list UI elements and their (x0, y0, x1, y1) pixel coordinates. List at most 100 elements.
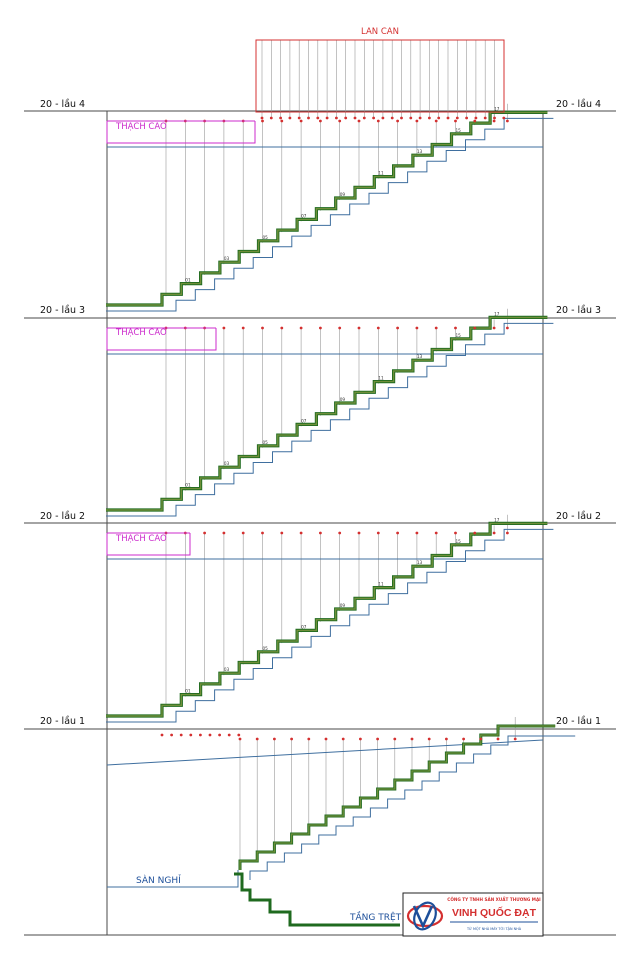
step-number: 07 (301, 624, 307, 629)
step-number: 05 (263, 235, 269, 240)
railing-anchor (279, 116, 282, 120)
anchor-marker (396, 531, 399, 535)
flight-floor3-to-floor4-tread (106, 111, 548, 306)
railing-anchor-markers (160, 116, 517, 741)
step-number: 05 (263, 440, 269, 445)
anchor-marker (357, 326, 361, 330)
railing-anchor (390, 116, 394, 120)
anchor-marker (255, 737, 259, 741)
level-label-floor2-right: 20 - lầu 2 (556, 511, 601, 522)
level-label-floor1-right: 20 - lầu 1 (556, 716, 601, 727)
anchor-marker (359, 737, 362, 741)
anchor-marker (261, 531, 264, 535)
anchor-marker (376, 737, 379, 741)
anchor-marker (492, 119, 496, 123)
anchor-marker (376, 326, 380, 330)
anchor-marker (241, 531, 245, 535)
anchor-marker (170, 733, 174, 737)
anchor-marker (454, 119, 457, 123)
anchor-marker (319, 326, 322, 330)
anchor-marker (376, 531, 380, 535)
anchor-marker (237, 733, 241, 737)
vqd-logo-icon (406, 901, 444, 931)
railing-anchor (502, 116, 506, 120)
railing-anchor (316, 116, 320, 120)
gypsum-outline (106, 120, 256, 144)
anchor-marker (393, 737, 397, 741)
anchor-marker (454, 531, 457, 535)
railing-anchor (307, 116, 310, 120)
anchor-marker (445, 737, 448, 741)
anchor-marker (261, 326, 264, 330)
railing-anchor (335, 116, 338, 120)
railing-anchor (483, 116, 487, 120)
step-number: 01 (185, 278, 191, 283)
anchor-marker (208, 733, 212, 737)
anchor-marker (238, 737, 242, 741)
railing-anchor (288, 116, 292, 120)
anchor-marker (473, 119, 477, 123)
anchor-marker (415, 326, 419, 330)
railing-anchor (474, 116, 478, 120)
company-logo-block: CÔNG TY TNHH SẢN XUẤT THƯƠNG MẠI VINH QU… (402, 892, 544, 937)
flight-floor1-to-floor2-tread (106, 522, 548, 717)
anchor-marker (241, 326, 245, 330)
railing-anchor (325, 116, 329, 120)
flight-floor3-to-floor4-soffit (106, 117, 554, 312)
logo-tagline: TỪ MỘT NHÀ MÁY TỚI TẬN NHÀ (466, 926, 522, 931)
gypsum-label-floor2: THẠCH CAO (115, 534, 167, 544)
railing-label: LAN CAN (361, 27, 399, 37)
anchor-marker (427, 737, 431, 741)
gypsum-ceiling-outlines (106, 120, 256, 556)
flight-ground-to-floor1-tread (239, 725, 556, 870)
railing-anchor (297, 116, 301, 120)
step-number: 11 (378, 582, 384, 587)
railing-anchor (381, 116, 385, 120)
level-label-floor4-left: 20 - lầu 4 (40, 99, 85, 110)
stair-flights (106, 110, 556, 927)
railing-anchor (362, 116, 366, 120)
step-number: 01 (185, 483, 191, 488)
flight-ground-to-floor1-outline (238, 724, 556, 870)
anchor-marker (290, 737, 293, 741)
step-number: 13 (417, 354, 423, 359)
step-number: 03 (224, 461, 230, 466)
step-number: 11 (378, 171, 384, 176)
anchor-marker (506, 326, 509, 330)
anchor-marker (338, 326, 342, 330)
anchor-marker (299, 326, 303, 330)
logo-brand-name: VINH QUỐC ĐẠT (452, 905, 537, 919)
anchor-marker (299, 119, 303, 123)
step-number: 09 (340, 397, 346, 402)
step-number: 01 (185, 689, 191, 694)
flight-floor1-to-floor2-soffit (106, 528, 554, 723)
anchor-marker (273, 737, 276, 741)
anchor-marker (203, 531, 207, 535)
anchor-marker (462, 737, 465, 741)
level-label-floor2-left: 20 - lầu 2 (40, 511, 85, 522)
anchor-marker (434, 531, 438, 535)
step-number: 15 (456, 128, 462, 133)
gypsum-outline (106, 532, 191, 556)
level-label-floor3-left: 20 - lầu 3 (40, 305, 85, 316)
anchor-marker (492, 531, 496, 535)
step-number-labels: 01 03 05 07 09 11 13 15 17 01 03 05 07 09 11 13 15 17 01 03… (185, 106, 499, 693)
anchor-marker (357, 119, 361, 123)
gypsum-label-floor4: THẠCH CAO (115, 122, 167, 132)
anchor-marker (479, 737, 483, 741)
anchor-marker (434, 326, 438, 330)
anchor-marker (376, 119, 380, 123)
bottom-flight-soffit (249, 735, 576, 880)
step-number: 13 (417, 560, 423, 565)
stair-soffit-lines (106, 117, 576, 888)
railing-anchor (437, 116, 441, 120)
ground-floor-label: TẦNG TRỆT (349, 910, 402, 923)
railing-anchor (409, 116, 413, 120)
anchor-marker (338, 119, 342, 123)
anchor-marker (319, 119, 322, 123)
flight-floor2-to-floor3-soffit (106, 322, 554, 517)
anchor-marker (299, 531, 303, 535)
railing-anchor (353, 116, 357, 120)
step-number: 15 (456, 333, 462, 338)
anchor-marker (473, 326, 477, 330)
